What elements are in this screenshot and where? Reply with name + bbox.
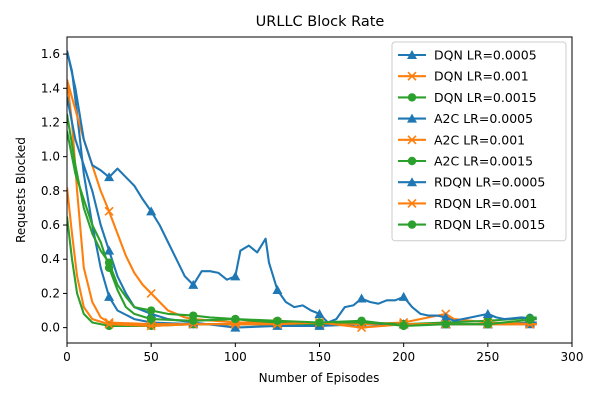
series-8 <box>67 130 537 331</box>
y-axis: 0.0 0.2 0.4 0.6 0.8 1.0 1.2 1.4 1.6 <box>41 47 67 335</box>
y-tick-label: 1.0 <box>41 150 60 164</box>
marker-legend <box>407 135 417 145</box>
marker-point <box>440 312 451 322</box>
marker-point <box>272 285 283 295</box>
legend-item: A2C LR=0.0005 <box>398 111 533 126</box>
marker-point <box>398 291 409 301</box>
marker-point <box>273 316 282 325</box>
x-tick-label: 300 <box>561 350 584 364</box>
marker-point <box>399 321 408 331</box>
marker-point <box>188 279 199 289</box>
y-tick-label: 1.2 <box>41 115 60 129</box>
y-tick-label: 1.6 <box>41 47 60 61</box>
marker-legend <box>407 113 417 123</box>
legend-label: RDQN LR=0.0005 <box>434 175 545 190</box>
y-tick-label: 1.4 <box>41 81 60 95</box>
x-axis: 0 50 100 150 200 250 300 <box>63 343 583 364</box>
legend-item: A2C LR=0.0015 <box>398 154 533 169</box>
series-layer <box>67 50 537 333</box>
legend-label: DQN LR=0.001 <box>434 69 529 84</box>
marker-point <box>146 288 156 298</box>
legend-item: DQN LR=0.0015 <box>398 90 537 105</box>
x-tick-label: 50 <box>144 350 159 364</box>
y-tick-label: 0.4 <box>41 252 60 266</box>
marker-point <box>146 206 157 216</box>
legend-label: A2C LR=0.001 <box>434 132 525 147</box>
x-axis-label: Number of Episodes <box>259 371 380 385</box>
marker-legend <box>407 71 417 81</box>
marker-legend <box>407 156 417 166</box>
marker-point <box>357 323 367 333</box>
x-tick-label: 100 <box>224 350 247 364</box>
legend-item: DQN LR=0.001 <box>398 69 529 84</box>
marker-legend <box>407 220 417 229</box>
legend-label: DQN LR=0.0015 <box>434 90 537 105</box>
marker-point <box>441 319 450 329</box>
marker-point <box>314 308 325 318</box>
legend: DQN LR=0.0005 DQN LR=0.001 DQN LR=0.0015 A2… <box>391 41 567 242</box>
y-tick-label: 0.6 <box>41 218 60 232</box>
marker-point <box>146 314 156 324</box>
marker-point <box>104 319 114 329</box>
legend-label: DQN LR=0.0005 <box>434 48 537 63</box>
y-tick-label: 0.2 <box>41 286 60 300</box>
marker-legend <box>407 93 417 102</box>
legend-box <box>391 41 567 242</box>
marker-point <box>482 308 493 318</box>
legend-item: RDQN LR=0.0005 <box>398 175 545 190</box>
marker-legend <box>407 177 417 187</box>
legend-label: A2C LR=0.0005 <box>434 111 533 126</box>
marker-point <box>104 245 115 255</box>
legend-item: DQN LR=0.0005 <box>398 48 537 63</box>
x-tick-label: 200 <box>392 350 415 364</box>
x-tick-label: 150 <box>308 350 331 364</box>
x-tick-label: 0 <box>63 350 71 364</box>
marker-point <box>483 319 493 329</box>
marker-point <box>231 314 240 324</box>
marker-point <box>104 291 115 301</box>
y-axis-label: Requests Blocked <box>14 137 28 243</box>
legend-item: RDQN LR=0.0015 <box>398 217 545 232</box>
marker-point <box>230 322 241 332</box>
marker-point <box>189 316 198 325</box>
y-tick-label: 0.8 <box>41 184 60 198</box>
marker-legend <box>407 50 417 59</box>
legend-item: RDQN LR=0.001 <box>398 196 537 211</box>
marker-point <box>525 315 535 324</box>
series-line <box>67 50 537 324</box>
marker-point <box>315 318 324 327</box>
marker-point <box>146 306 156 315</box>
y-tick-label: 0.0 <box>41 321 60 335</box>
legend-label: A2C LR=0.0015 <box>434 154 533 169</box>
series-6 <box>67 50 537 324</box>
marker-point <box>104 172 115 182</box>
legend-item: A2C LR=0.001 <box>398 132 525 147</box>
marker-point <box>230 271 241 281</box>
marker-point <box>357 316 366 325</box>
chart-title: URLLC Block Rate <box>256 14 385 30</box>
x-tick-label: 250 <box>476 350 499 364</box>
marker-point <box>356 293 367 303</box>
legend-label: RDQN LR=0.0015 <box>434 217 545 232</box>
marker-point <box>104 206 114 216</box>
marker-legend <box>407 198 417 208</box>
marker-point <box>104 263 114 272</box>
legend-label: RDQN LR=0.001 <box>434 196 537 211</box>
marker-point <box>146 321 156 331</box>
